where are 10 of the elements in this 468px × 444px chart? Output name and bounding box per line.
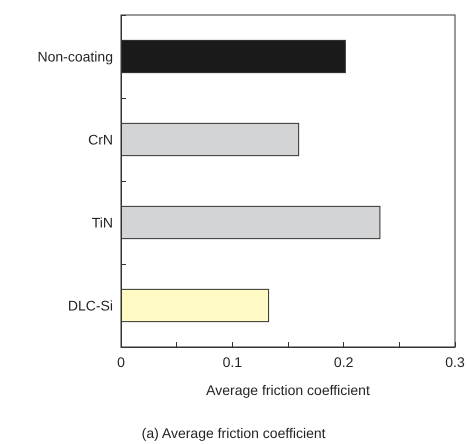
x-tick-label: 0.3 — [445, 354, 465, 370]
y-tick-label: TiN — [92, 214, 113, 230]
y-tick-label: CrN — [88, 132, 113, 148]
x-tick-label: 0 — [117, 354, 126, 370]
x-tick-label: 0.2 — [334, 354, 354, 370]
y-tick-label: DLC-Si — [68, 298, 113, 314]
x-axis-title: Average friction coefficient — [206, 382, 370, 398]
text: (a) Average friction coefficient — [142, 425, 326, 441]
x-tick-label: 0.1 — [222, 354, 242, 370]
y-tick-label: Non-coating — [38, 48, 113, 64]
